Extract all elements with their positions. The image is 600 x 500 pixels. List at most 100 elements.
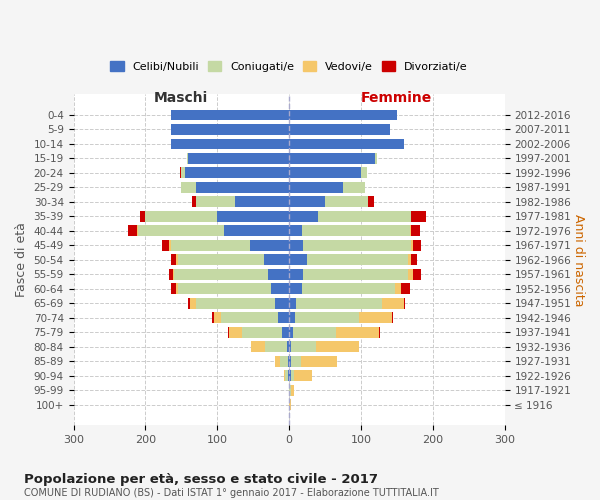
Bar (138, 226, 224, 236)
Bar (301, 356, 337, 367)
Bar (271, 284, 289, 294)
Bar (376, 153, 377, 164)
Bar (407, 269, 413, 280)
Bar (278, 312, 289, 324)
Bar (275, 356, 280, 367)
Bar (411, 211, 425, 222)
Bar (359, 312, 392, 324)
Text: COMUNE DI RUDIANO (BS) - Dati ISTAT 1° gennaio 2017 - Elaborazione TUTTITALIA.IT: COMUNE DI RUDIANO (BS) - Dati ISTAT 1° g… (24, 488, 439, 498)
Bar (178, 254, 264, 266)
Bar (128, 226, 137, 236)
Text: Femmine: Femmine (361, 91, 433, 105)
Bar (289, 240, 304, 251)
Bar (290, 385, 294, 396)
Bar (289, 254, 307, 266)
Bar (192, 196, 196, 207)
Bar (302, 226, 410, 236)
Bar (289, 182, 343, 193)
Bar (268, 269, 289, 280)
Bar (162, 240, 169, 251)
Text: Maschi: Maschi (154, 91, 208, 105)
Bar (181, 182, 196, 193)
Bar (291, 342, 316, 352)
Bar (275, 298, 289, 309)
Bar (188, 298, 190, 309)
Bar (196, 182, 289, 193)
Bar (289, 211, 318, 222)
Bar (289, 356, 290, 367)
Bar (280, 356, 287, 367)
Bar (289, 327, 293, 338)
Bar (196, 196, 235, 207)
Bar (304, 240, 411, 251)
Bar (224, 226, 289, 236)
Bar (289, 400, 290, 410)
Bar (289, 196, 325, 207)
Bar (289, 370, 290, 382)
Bar (407, 254, 411, 266)
Bar (178, 284, 271, 294)
Bar (293, 327, 336, 338)
Bar (289, 153, 376, 164)
Bar (174, 269, 268, 280)
Bar (289, 138, 404, 149)
Bar (289, 124, 389, 135)
Bar (289, 168, 361, 178)
Bar (221, 312, 278, 324)
Bar (404, 298, 406, 309)
Bar (290, 370, 294, 382)
Bar (176, 254, 178, 266)
Bar (287, 370, 289, 382)
Bar (287, 342, 289, 352)
Bar (170, 138, 289, 149)
Bar (217, 211, 289, 222)
Bar (140, 211, 145, 222)
Bar (264, 254, 289, 266)
Bar (170, 124, 289, 135)
Bar (413, 269, 421, 280)
Bar (361, 168, 367, 178)
Bar (170, 110, 289, 120)
Bar (295, 312, 359, 324)
Bar (392, 312, 393, 324)
Bar (180, 168, 181, 178)
Bar (282, 327, 289, 338)
Bar (413, 240, 421, 251)
Bar (286, 370, 287, 382)
Bar (242, 327, 282, 338)
Bar (169, 269, 173, 280)
Bar (411, 226, 420, 236)
Bar (318, 211, 411, 222)
Bar (395, 284, 401, 294)
Y-axis label: Fasce di età: Fasce di età (15, 222, 28, 298)
Bar (368, 196, 374, 207)
Bar (169, 240, 170, 251)
Bar (289, 284, 302, 294)
Bar (214, 312, 221, 324)
Bar (173, 269, 174, 280)
Bar (289, 226, 302, 236)
Bar (170, 240, 250, 251)
Bar (316, 342, 359, 352)
Text: Popolazione per età, sesso e stato civile - 2017: Popolazione per età, sesso e stato civil… (24, 472, 378, 486)
Bar (170, 284, 176, 294)
Bar (304, 269, 407, 280)
Bar (290, 356, 301, 367)
Bar (307, 254, 407, 266)
Bar (379, 327, 380, 338)
Bar (176, 284, 178, 294)
Bar (228, 327, 229, 338)
Bar (185, 168, 289, 178)
Bar (289, 342, 291, 352)
Bar (411, 254, 417, 266)
Bar (170, 254, 176, 266)
Bar (289, 385, 290, 396)
Bar (251, 342, 265, 352)
Bar (229, 327, 242, 338)
Legend: Celibi/Nubili, Coniugati/e, Vedovi/e, Divorziati/e: Celibi/Nubili, Coniugati/e, Vedovi/e, Di… (106, 57, 472, 76)
Bar (196, 298, 275, 309)
Bar (302, 284, 395, 294)
Bar (325, 196, 368, 207)
Bar (284, 370, 286, 382)
Y-axis label: Anni di nascita: Anni di nascita (572, 214, 585, 306)
